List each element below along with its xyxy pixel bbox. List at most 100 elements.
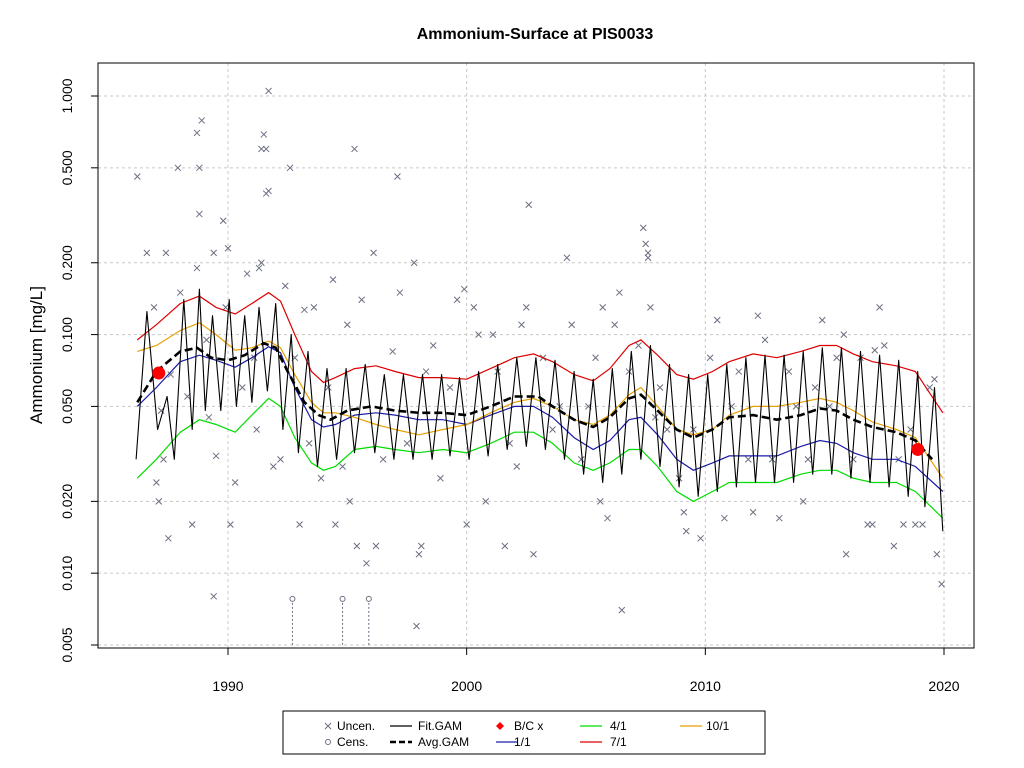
uncensored-point: [644, 254, 652, 262]
uncensored-point: [775, 514, 783, 522]
uncensored-point: [231, 479, 239, 486]
uncensored-point: [174, 164, 182, 172]
uncensored-point: [811, 384, 819, 391]
uncensored-point: [453, 296, 461, 304]
y-tick-label: 1.000: [59, 78, 75, 113]
uncensored-point: [563, 254, 571, 262]
uncensored-point: [238, 384, 246, 391]
legend-symbol-uncen: [324, 722, 332, 730]
uncensored-point: [305, 440, 313, 447]
legend-label: 1/1: [514, 735, 531, 749]
uncensored-point: [842, 550, 850, 558]
uncensored-point: [919, 521, 926, 528]
uncensored-point: [647, 304, 654, 311]
uncensored-point: [675, 474, 683, 482]
curve-4-1-line: [136, 397, 944, 519]
uncensored-point: [761, 336, 769, 344]
uncensored-point: [253, 426, 260, 433]
uncensored-point: [735, 368, 743, 375]
uncensored-point: [153, 479, 160, 486]
uncensored-point: [324, 384, 332, 391]
y-tick-label: 0.010: [59, 555, 75, 590]
uncensored-point: [205, 413, 213, 421]
fit-layer: [135, 288, 944, 532]
uncensored-point: [933, 550, 941, 558]
uncensored-point: [938, 580, 945, 588]
uncensored-point: [611, 321, 618, 329]
uncensored-point: [265, 87, 272, 95]
uncensored-point: [258, 145, 265, 153]
bc-marker: [911, 442, 925, 456]
uncensored-point: [804, 455, 812, 463]
uncensored-point: [196, 210, 203, 218]
curve-1-1-line: [136, 346, 944, 492]
uncensored-point: [482, 498, 490, 505]
uncensored-point: [635, 342, 642, 349]
uncensored-point: [713, 316, 721, 324]
censored-point: [365, 595, 372, 602]
uncensored-point: [219, 217, 227, 225]
uncensored-point: [343, 321, 351, 329]
uncensored-point: [150, 304, 158, 311]
uncensored-point: [912, 521, 919, 528]
x-tick-label: 1990: [212, 678, 243, 694]
y-tick-label: 0.100: [59, 317, 75, 352]
uncensored-point: [250, 354, 258, 362]
grid: [98, 63, 974, 648]
uncensored-point: [530, 550, 537, 558]
chart-title: Ammonium-Surface at PIS0033: [417, 26, 654, 43]
curve-10-1-line: [137, 322, 944, 479]
legend-label: Fit.GAM: [418, 719, 462, 733]
legend-label: 10/1: [706, 719, 730, 733]
uncensored-point: [198, 117, 206, 124]
y-tick-label: 0.500: [59, 150, 75, 185]
uncensored-point: [744, 455, 752, 463]
uncensored-point: [618, 606, 626, 614]
uncensored-point: [210, 592, 218, 600]
uncensored-point: [470, 304, 478, 311]
uncensored-point: [876, 304, 883, 311]
uncensored-point: [931, 375, 938, 383]
curve-7-1-line: [136, 291, 944, 414]
uncensored-point: [258, 259, 265, 267]
uncensored-point: [625, 368, 633, 375]
uncensored-point: [489, 331, 497, 338]
uncensored-point: [549, 426, 556, 433]
legend-label: Cens.: [337, 735, 368, 749]
uncensored-point: [463, 521, 471, 528]
uncensored-point: [346, 498, 354, 505]
uncensored-point: [188, 521, 196, 528]
uncensored-point: [577, 455, 585, 463]
uncensored-point: [193, 129, 201, 137]
uncensored-point: [203, 336, 210, 344]
uncensored-point: [437, 474, 444, 482]
uncensored-point: [162, 249, 170, 257]
uncensored-point: [644, 249, 652, 257]
uncensored-point: [227, 521, 234, 528]
uncensored-point: [501, 542, 509, 550]
uncensored-point: [871, 346, 879, 354]
uncensored-point: [429, 342, 437, 349]
uncensored-point: [818, 316, 826, 324]
uncensored-point: [410, 259, 418, 267]
uncensored-point: [176, 289, 184, 296]
uncensored-point: [332, 521, 339, 528]
uncensored-point: [849, 455, 857, 463]
uncensored-point: [522, 304, 530, 311]
x-tick-label: 2000: [451, 678, 482, 694]
y-tick-label: 0.050: [59, 389, 75, 424]
uncensored-point: [351, 145, 358, 153]
uncensored-point: [262, 145, 270, 153]
uncensored-point: [651, 413, 659, 421]
uncensored-point: [599, 304, 607, 311]
uncensored-point: [518, 321, 525, 329]
uncensored-point: [379, 455, 387, 463]
uncensored-point: [358, 296, 366, 304]
uncensored-point: [353, 542, 361, 550]
legend-label: Avg.GAM: [418, 735, 469, 749]
legend-box: [282, 710, 766, 755]
uncensored-point: [680, 508, 688, 516]
uncensored-point: [160, 455, 167, 463]
uncensored-point: [396, 289, 404, 296]
uncensored-point: [663, 426, 671, 433]
